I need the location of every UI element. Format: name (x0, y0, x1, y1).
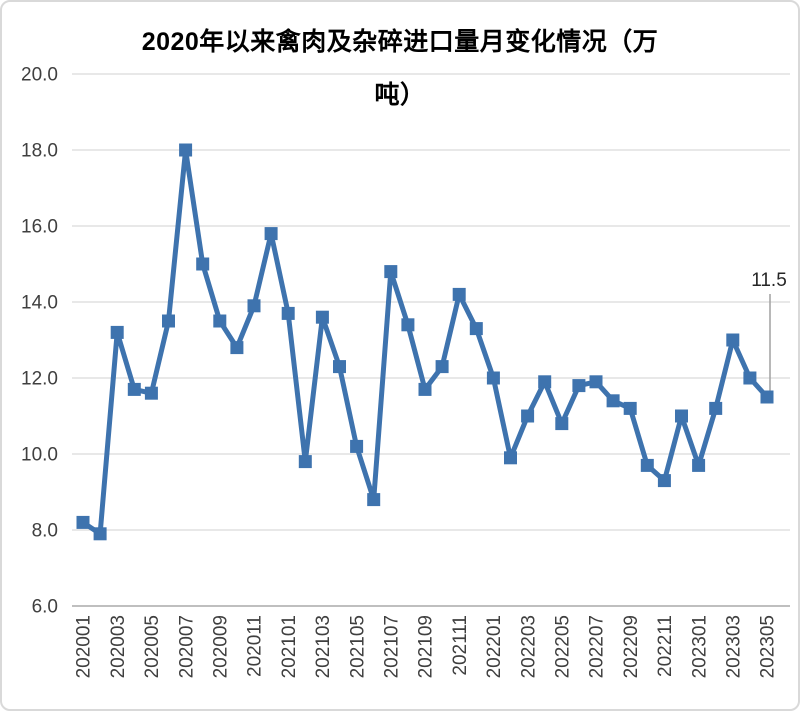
x-axis-tick-label: 202205 (552, 615, 573, 678)
x-axis-tick-label: 202011 (245, 615, 266, 677)
x-axis-tick-label: 202305 (758, 615, 779, 678)
data-point-marker (657, 474, 671, 488)
x-axis-tick-label: 202111 (450, 615, 471, 676)
data-point-marker (640, 458, 654, 472)
data-point-marker (760, 390, 774, 404)
x-axis-tick-label: 202007 (176, 615, 197, 678)
data-point-marker (93, 527, 107, 541)
data-point-marker (110, 325, 124, 339)
annotation-label: 11.5 (751, 270, 787, 291)
data-point-marker (555, 417, 569, 431)
data-point-marker (469, 322, 483, 336)
data-point-marker (589, 375, 603, 389)
y-axis-tick-label: 8.0 (32, 521, 58, 542)
x-axis-tick-label: 202201 (484, 615, 505, 678)
data-point-marker (435, 360, 449, 374)
x-axis-tick-label: 202103 (313, 615, 334, 678)
data-point-marker (692, 458, 706, 472)
data-point-marker (196, 257, 210, 271)
data-point-marker (452, 287, 466, 301)
y-axis-tick-label: 14.0 (21, 293, 58, 314)
data-point-marker (367, 493, 381, 507)
x-axis-tick-label: 202005 (142, 615, 163, 678)
x-axis-tick-label: 202203 (518, 615, 539, 678)
x-axis-tick-label: 202109 (416, 615, 437, 678)
y-axis-tick-label: 10.0 (21, 445, 58, 466)
x-axis-tick-label: 202301 (689, 615, 710, 678)
data-point-marker (384, 265, 398, 279)
x-axis-tick-label: 202303 (723, 615, 744, 678)
data-point-marker (144, 386, 158, 400)
x-axis-tick-label: 202209 (621, 615, 642, 678)
x-axis-tick-label: 202001 (74, 615, 95, 678)
data-point-marker (247, 299, 261, 313)
data-point-marker (213, 314, 227, 328)
data-point-marker (76, 515, 90, 529)
data-point-marker (298, 455, 312, 469)
y-axis-tick-label: 20.0 (21, 65, 58, 86)
data-point-marker (538, 375, 552, 389)
x-axis-tick-label: 202101 (279, 615, 300, 678)
data-point-marker (709, 401, 723, 415)
data-point-marker (572, 379, 586, 393)
data-point-marker (606, 394, 620, 408)
data-point-marker (504, 451, 517, 465)
x-axis-tick-label: 202207 (587, 615, 608, 678)
data-point-marker (743, 371, 757, 385)
y-axis-tick-label: 16.0 (21, 217, 58, 238)
data-point-marker (264, 227, 278, 241)
x-axis-tick-label: 202009 (210, 615, 231, 678)
y-axis-tick-label: 6.0 (32, 597, 58, 618)
x-axis-tick-label: 202003 (108, 615, 129, 678)
data-point-marker (333, 360, 346, 374)
data-point-marker (623, 401, 637, 415)
data-point-marker (486, 371, 500, 385)
data-point-marker (675, 409, 688, 423)
x-axis-tick-label: 202211 (655, 615, 676, 677)
data-point-marker (230, 341, 244, 355)
data-point-marker (127, 382, 141, 396)
x-axis-tick-label: 202105 (347, 615, 368, 678)
data-point-marker (350, 439, 364, 453)
data-point-marker (162, 314, 175, 328)
data-point-marker (179, 143, 193, 157)
data-point-marker (521, 409, 535, 423)
y-axis-tick-label: 18.0 (21, 141, 58, 162)
data-point-marker (281, 306, 295, 320)
x-axis-tick-label: 202107 (381, 615, 402, 678)
data-point-marker (315, 310, 329, 324)
data-point-marker (726, 333, 740, 347)
y-axis-tick-label: 12.0 (21, 369, 58, 390)
data-point-marker (401, 318, 415, 332)
data-point-marker (418, 382, 432, 396)
